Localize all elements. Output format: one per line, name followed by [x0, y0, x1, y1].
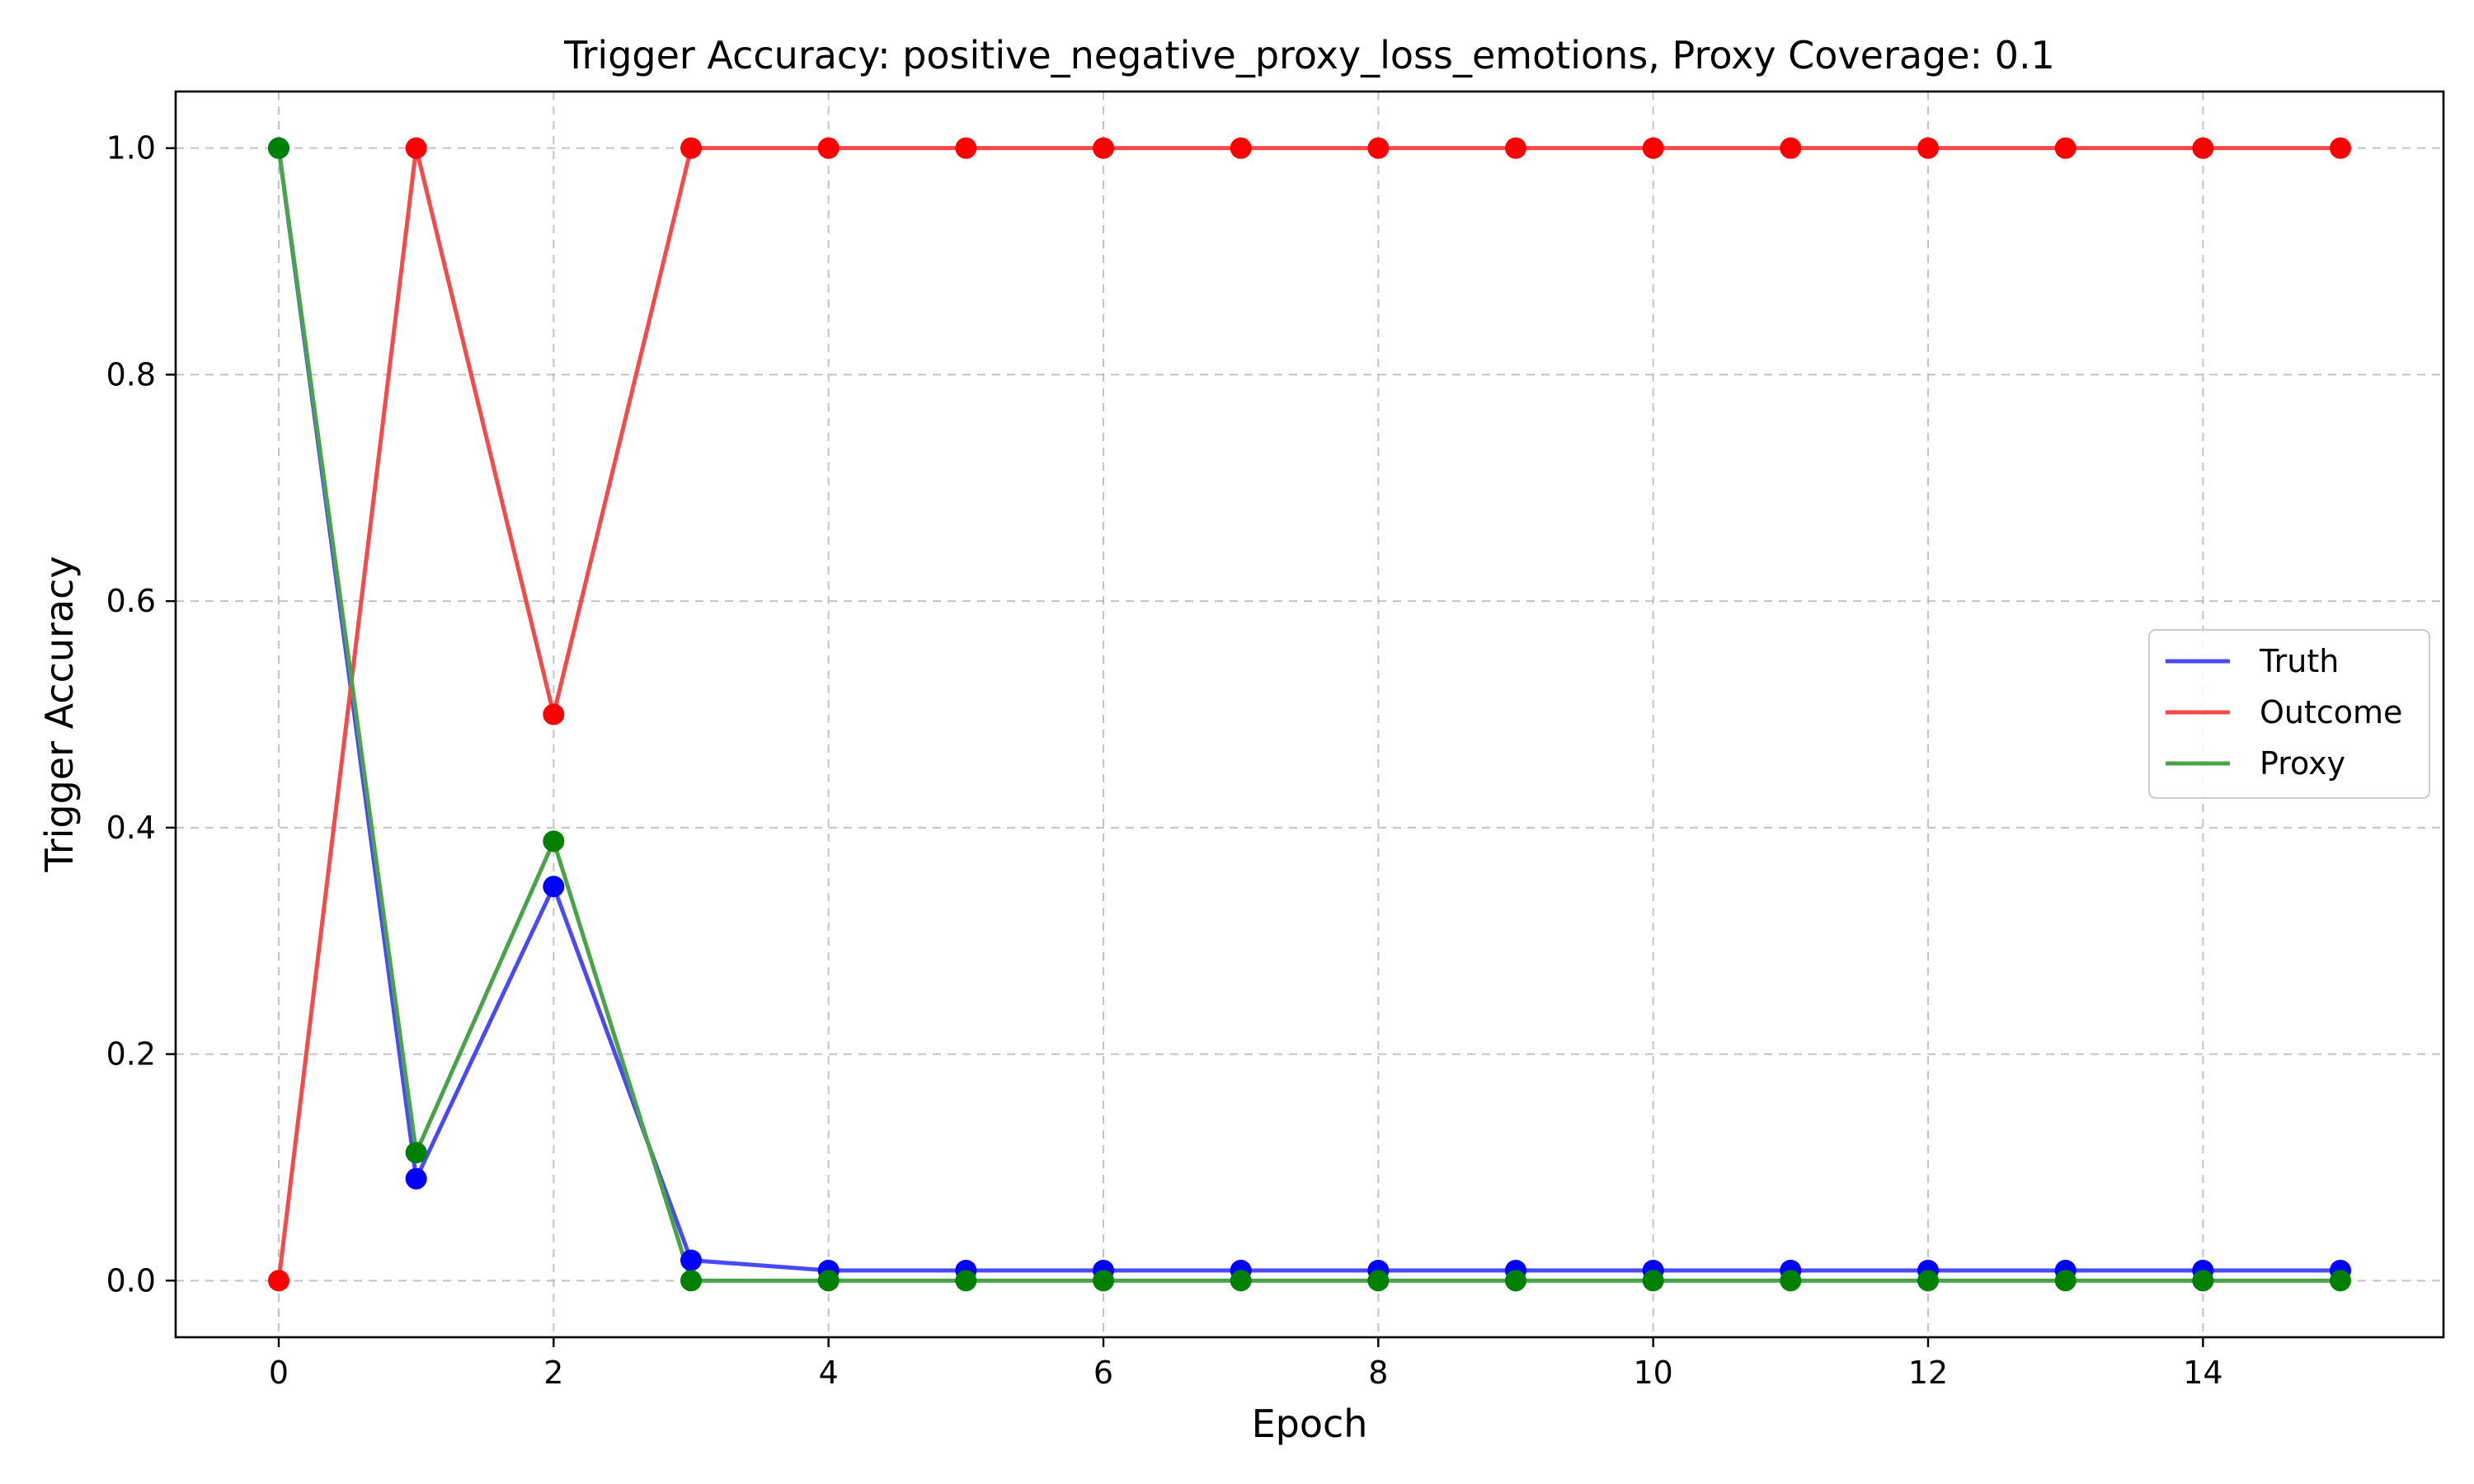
data-point-proxy [2330, 1270, 2351, 1292]
data-point-truth [680, 1249, 702, 1271]
data-point-outcome [1505, 137, 1526, 159]
data-point-proxy [680, 1270, 702, 1292]
y-tick-label: 0.4 [106, 810, 156, 846]
data-point-truth [543, 876, 565, 898]
data-point-proxy [2192, 1270, 2214, 1292]
x-tick-label: 8 [1368, 1355, 1388, 1391]
data-point-proxy [1917, 1270, 1939, 1292]
legend-label-proxy: Proxy [2260, 745, 2345, 782]
axis-ticks: 0 2 4 6 8 10 12 14 0.0 0.2 0.4 0.6 0.8 1.0 [106, 130, 2223, 1391]
x-tick-label: 4 [819, 1355, 839, 1391]
x-tick-label: 12 [1908, 1355, 1948, 1391]
series-line-truth [276, 146, 2343, 1273]
legend-label-outcome: Outcome [2260, 694, 2402, 730]
data-point-outcome [1367, 137, 1390, 159]
y-tick-label: 0.6 [106, 583, 156, 619]
data-point-proxy [1505, 1270, 1526, 1292]
grid [176, 92, 2443, 1337]
data-point-outcome [1230, 137, 1252, 159]
y-tick-label: 1.0 [106, 130, 156, 167]
y-tick-label: 0.8 [106, 356, 156, 392]
x-tick-label: 6 [1094, 1355, 1113, 1391]
data-point-outcome [2330, 137, 2351, 159]
data-point-outcome [405, 137, 427, 159]
series-line-proxy [276, 146, 2343, 1283]
data-point-proxy [1093, 1270, 1114, 1292]
legend: Truth Outcome Proxy [2148, 629, 2430, 799]
y-tick-label: 0.0 [106, 1262, 156, 1298]
data-point-proxy [543, 830, 565, 852]
data-point-truth [405, 1167, 427, 1190]
legend-items: Truth Outcome Proxy [2166, 643, 2402, 782]
series-layer [276, 146, 2343, 1283]
data-point-outcome [680, 137, 702, 159]
data-point-proxy [817, 1270, 840, 1292]
data-point-outcome [955, 137, 977, 159]
x-tick-label: 2 [543, 1355, 563, 1391]
data-point-outcome [268, 1270, 289, 1292]
legend-box [2148, 629, 2430, 799]
data-point-proxy [955, 1270, 977, 1292]
x-tick-label: 14 [2183, 1355, 2222, 1391]
y-tick-label: 0.2 [106, 1036, 156, 1073]
data-point-proxy [1642, 1270, 1664, 1292]
data-point-proxy [405, 1142, 427, 1164]
x-axis-title: Epoch [1252, 1402, 1368, 1446]
y-axis-title: Trigger Accuracy [37, 556, 82, 872]
data-point-proxy [1780, 1270, 1802, 1292]
data-point-proxy [1367, 1270, 1390, 1292]
x-tick-label: 0 [269, 1355, 289, 1391]
chart-title: Trigger Accuracy: positive_negative_prox… [563, 33, 2055, 77]
data-point-outcome [2054, 137, 2077, 159]
data-point-outcome [543, 703, 565, 726]
data-point-proxy [1230, 1270, 1252, 1292]
data-point-proxy [2054, 1270, 2077, 1292]
x-tick-label: 10 [1633, 1355, 1672, 1391]
legend-label-truth: Truth [2259, 643, 2339, 679]
data-point-outcome [817, 137, 840, 159]
plot-frame [174, 90, 2445, 1339]
data-point-proxy [268, 137, 289, 159]
data-point-outcome [1093, 137, 1114, 159]
data-point-outcome [2192, 137, 2214, 159]
series-line-outcome [276, 146, 2343, 1283]
data-point-outcome [1642, 137, 1664, 159]
marker-layer [268, 137, 2351, 1292]
data-point-outcome [1917, 137, 1939, 159]
data-point-outcome [1780, 137, 1802, 159]
